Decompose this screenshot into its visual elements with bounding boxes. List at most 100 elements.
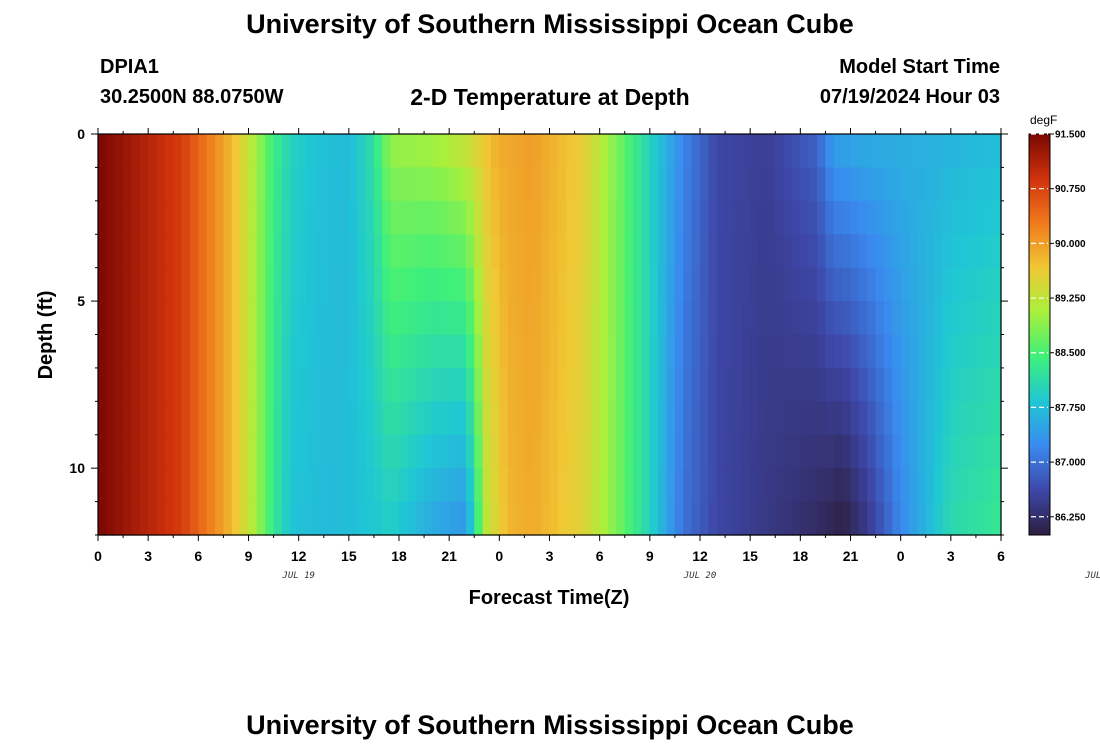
heatmap-cell [758,301,768,336]
heatmap-cell [691,401,701,436]
heatmap-cell [942,334,952,369]
heatmap-cell [975,167,985,202]
heatmap-cell [850,468,860,503]
heatmap-cell [516,468,526,503]
heatmap-cell [766,334,776,369]
heatmap-cell [875,267,885,302]
heatmap-cell [934,167,944,202]
x-tick-label: 6 [194,548,202,564]
heatmap-cell [892,134,902,169]
heatmap-cell [549,301,559,336]
heatmap-cell [265,234,275,269]
heatmap-cell [223,234,233,269]
heatmap-cell [532,468,542,503]
heatmap-cell [783,167,793,202]
heatmap-cell [716,200,726,235]
heatmap-cell [842,334,852,369]
heatmap-cell [424,200,434,235]
heatmap-cell [524,434,534,469]
date-labels: JUL 19 JUL 20 JUL 21 [281,571,1100,581]
heatmap-cell [256,234,266,269]
colorbar-tick-label: 87.750 [1055,403,1086,414]
heatmap-cell [925,367,935,402]
heatmap-cell [574,334,584,369]
heatmap-cell [148,301,158,336]
heatmap-cell [440,468,450,503]
heatmap-cell [123,401,133,436]
heatmap-cell [616,200,626,235]
heatmap-cell [566,234,576,269]
heatmap-cell [716,468,726,503]
heatmap-cell [332,134,342,169]
heatmap-cell [148,234,158,269]
colorbar-unit: degF [1030,113,1057,127]
heatmap-cell [365,401,375,436]
heatmap-cell [373,468,383,503]
heatmap-cell [574,200,584,235]
heatmap-cell [248,134,258,169]
heatmap-cell [490,401,500,436]
heatmap-cell [516,501,526,536]
heatmap-cell [373,367,383,402]
heatmap-cell [925,301,935,336]
heatmap-cell [440,134,450,169]
heatmap-cell [457,267,467,302]
heatmap-cell [524,267,534,302]
heatmap-cell [265,167,275,202]
heatmap-cell [189,167,199,202]
heatmap-cell [716,234,726,269]
heatmap-cell [658,200,668,235]
heatmap-cell [424,434,434,469]
heatmap-cell [340,301,350,336]
heatmap-cell [900,434,910,469]
x-tick-label: 3 [947,548,955,564]
heatmap-cell [733,501,743,536]
heatmap-cell [900,468,910,503]
heatmap-cell [850,200,860,235]
heatmap-cell [741,234,751,269]
heatmap-cell [457,501,467,536]
heatmap-cell [323,434,333,469]
heatmap-cell [800,434,810,469]
heatmap-cell [482,334,492,369]
heatmap-cell [934,501,944,536]
heatmap-cell [173,134,183,169]
heatmap-cell [582,501,592,536]
heatmap-cell [123,167,133,202]
heatmap-cell [691,367,701,402]
heatmap-cell [582,468,592,503]
heatmap-cell [390,200,400,235]
heatmap-cell [482,401,492,436]
heatmap-cell [223,267,233,302]
heatmap-cell [566,167,576,202]
heatmap-cell [390,468,400,503]
heatmap-cell [407,200,417,235]
heatmap-cell [817,167,827,202]
heatmap-cell [373,334,383,369]
heatmap-cell [557,267,567,302]
heatmap-cell [599,334,609,369]
heatmap-cell [725,334,735,369]
heatmap-cell [741,434,751,469]
heatmap-cell [817,200,827,235]
heatmap-cell [950,167,960,202]
heatmap-cell [198,367,208,402]
heatmap-cell [390,301,400,336]
heatmap-cell [148,267,158,302]
heatmap-cell [666,468,676,503]
heatmap-cell [215,434,225,469]
heatmap-cell [616,501,626,536]
heatmap-cell [900,200,910,235]
heatmap-cell [231,401,241,436]
heatmap-cell [917,167,927,202]
heatmap-cell [741,134,751,169]
colorbar-tick-label: 88.500 [1055,348,1086,359]
heatmap-cell [399,200,408,235]
heatmap-cell [332,301,342,336]
heatmap-cell [716,501,726,536]
heatmap-cell [298,234,308,269]
heatmap-cell [231,468,241,503]
heatmap-cell [507,501,517,536]
heatmap-cell [766,267,776,302]
heatmap-cell [557,434,567,469]
